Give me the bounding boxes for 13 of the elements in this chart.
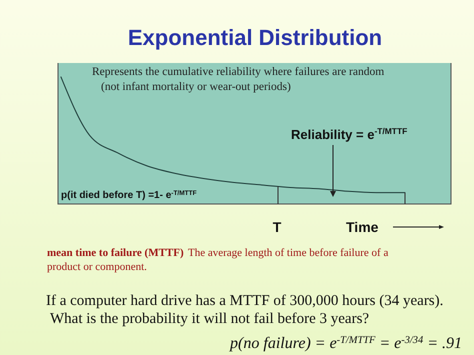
- text: The average length of time before failure of a: [188, 247, 388, 259]
- text: T: [272, 219, 282, 235]
- annotation: Reliability = e$^{-T/MTTF}$: [291, 126, 408, 142]
- x-axis-title: Time: [346, 219, 379, 235]
- chart-title: Exponential Distribution: [128, 25, 382, 50]
- text: mean time to failure (MTTF): [47, 247, 184, 259]
- text: product or component.: [47, 261, 148, 273]
- text: If a computer hard drive has a MTTF of 300,000 hours (34 years).: [46, 293, 444, 309]
- annotation: (not infant mortality or wear-out periods): [101, 81, 291, 93]
- text: What is the probability it will not fail before 3 years?: [50, 311, 370, 327]
- annotation: p(it died before T) =1- e$^{-T/MTTF}$: [61, 190, 197, 201]
- annotation: Represents the cumulative reliability where failures are random: [92, 66, 384, 78]
- text: p(no failure) = e$^{-T/MTTF}$ = e$^{-3/34}$ = .91: [229, 334, 462, 352]
